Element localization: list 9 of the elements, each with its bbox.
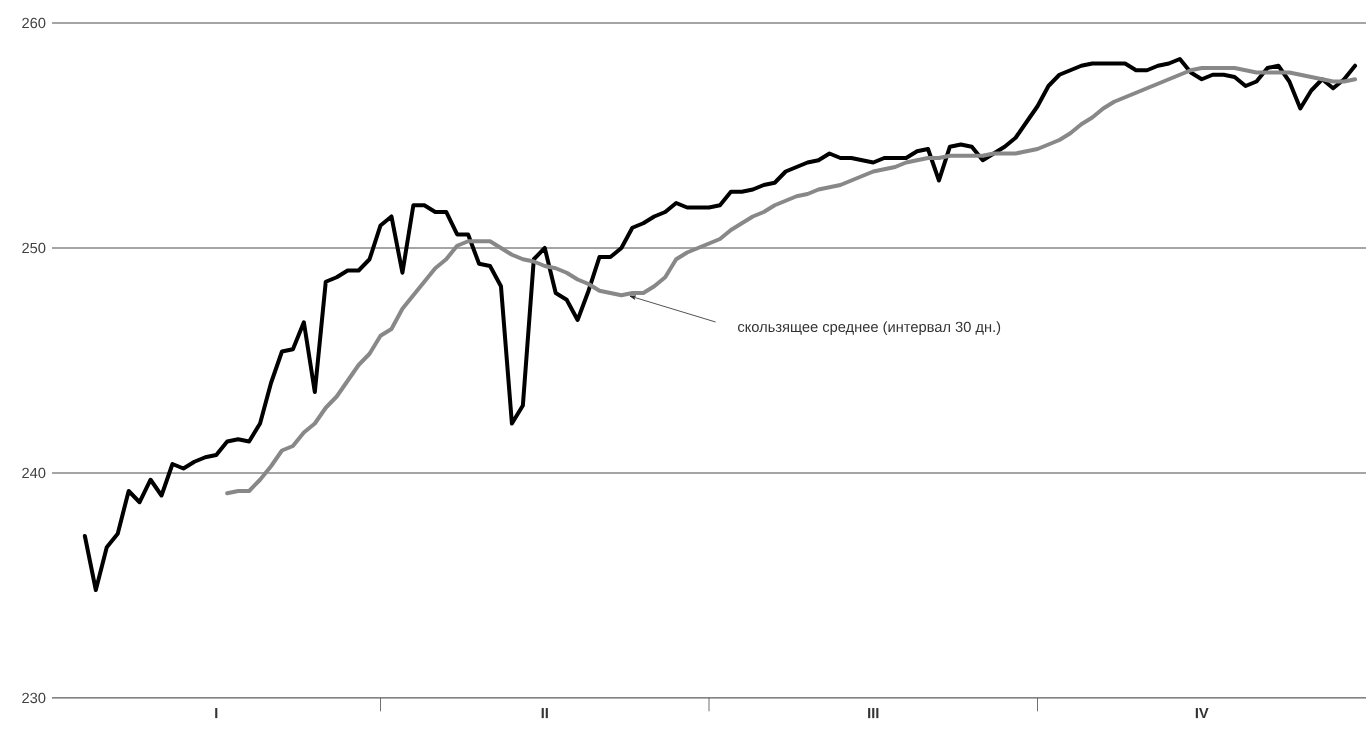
y-tick-label: 250 — [22, 242, 46, 254]
y-tick-label: 240 — [22, 467, 46, 479]
x-tick-label: IV — [1195, 708, 1209, 719]
x-tick-label: III — [868, 708, 879, 719]
x-tick-label: II — [541, 708, 548, 719]
annotation: скользящее среднее (интервал 30 дн.) — [738, 321, 1001, 335]
x-tick-label: I — [215, 708, 218, 719]
y-tick-label: 260 — [22, 17, 46, 29]
y-tick-label: 230 — [22, 692, 46, 704]
